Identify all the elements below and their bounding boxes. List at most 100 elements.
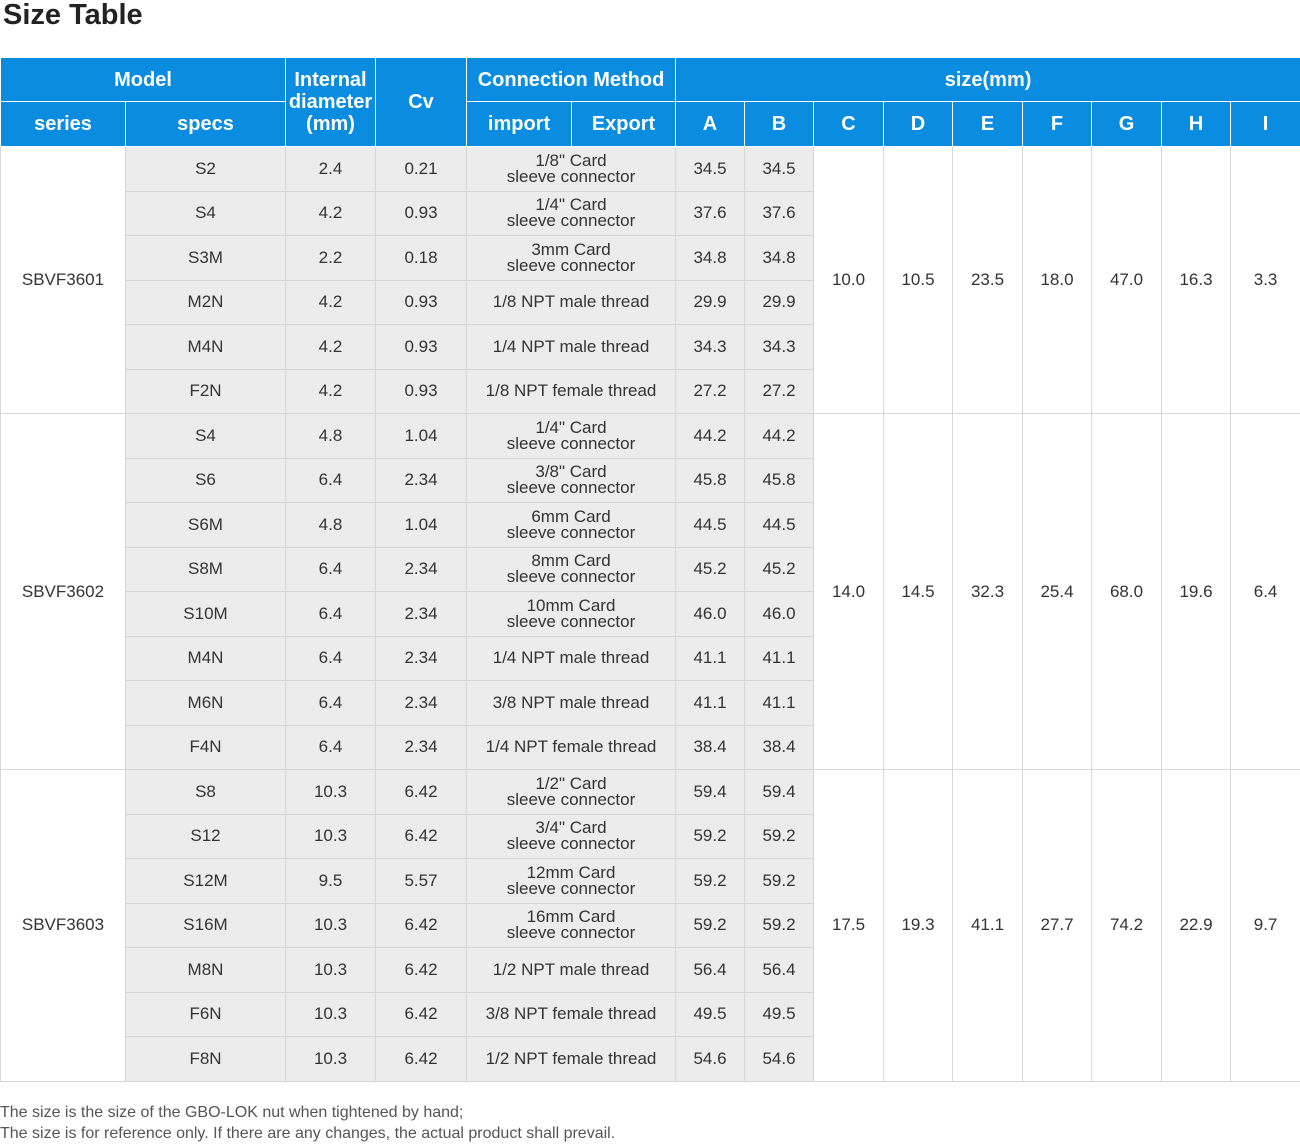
connection-cell: 10mm Card sleeve connector: [465, 591, 677, 637]
spec-cell: F6N: [125, 991, 286, 1037]
connection-line: sleeve connector: [506, 433, 636, 453]
header-dim-d: D: [883, 101, 954, 147]
spec-cell: S3M: [125, 235, 286, 281]
dim-a-cell: 34.8: [675, 235, 746, 281]
cv-cell: 2.34: [375, 680, 467, 726]
diameter-cell: 4.2: [285, 368, 376, 414]
dim-g-cell: 68.0: [1091, 413, 1163, 770]
dim-b-cell: 49.5: [744, 991, 815, 1037]
header-internal-diameter: Internal diameter (mm): [285, 57, 376, 147]
dim-a-cell: 59.2: [675, 813, 746, 859]
cv-cell: 2.34: [375, 635, 467, 681]
cv-cell: 1.04: [375, 502, 467, 548]
spec-cell: F8N: [125, 1036, 286, 1082]
dim-a-cell: 27.2: [675, 368, 746, 414]
connection-line: 3mm Card: [531, 239, 611, 259]
cv-cell: 2.34: [375, 724, 467, 770]
table-row: S12 10.3 6.42 3/4" Card sleeve connector 59.2…: [1, 813, 1300, 859]
diameter-cell: 6.4: [285, 635, 376, 681]
dim-a-cell: 59.4: [675, 769, 746, 815]
connection-line: 12mm Card: [526, 862, 616, 882]
spec-cell: F2N: [125, 368, 286, 414]
series-cell: SBVF3602: [0, 413, 126, 770]
table-row: SBVF3603 S8 10.3 6.42 1/2" Card sleeve connec…: [0, 769, 1300, 1082]
connection-line: 1/2 NPT male thread: [492, 959, 650, 979]
connection-line: sleeve connector: [506, 923, 636, 943]
spec-cell: M8N: [125, 947, 286, 993]
dim-a-cell: 41.1: [675, 680, 746, 726]
header-dim-h: H: [1161, 101, 1232, 147]
dim-c-cell: 17.5: [813, 769, 885, 1082]
spec-cell: M4N: [125, 635, 286, 681]
header-export: Export: [570, 101, 677, 147]
table-row: S8M 6.4 2.34 8mm Card sleeve connector 45.2 45…: [1, 546, 1300, 592]
table-row: F4N 6.4 2.34 1/4 NPT female thread 38.4 38.4: [1, 724, 1300, 770]
dim-d-cell: 14.5: [883, 413, 954, 770]
table-row: S16M 10.3 6.42 16mm Card sleeve connector 59.…: [1, 902, 1300, 948]
cv-cell: 6.42: [375, 769, 467, 815]
connection-line: sleeve connector: [506, 834, 636, 854]
dim-b-cell: 45.2: [744, 546, 815, 592]
connection-line: sleeve connector: [506, 878, 636, 898]
header-dim-i: I: [1230, 101, 1300, 147]
connection-cell: 1/4" Card sleeve connector: [465, 190, 677, 236]
connection-line: sleeve connector: [506, 522, 636, 542]
spec-cell: S4: [125, 190, 286, 236]
diameter-cell: 6.4: [285, 680, 376, 726]
dim-b-cell: 34.3: [744, 324, 815, 370]
cv-cell: 6.42: [375, 991, 467, 1037]
header-dim-g: G: [1091, 101, 1163, 147]
footnotes: The size is the size of the GBO-LOK nut …: [0, 1102, 615, 1144]
connection-line: 1/8 NPT female thread: [485, 381, 657, 401]
header-dim-f: F: [1022, 101, 1093, 147]
spec-cell: M6N: [125, 680, 286, 726]
diameter-cell: 9.5: [285, 858, 376, 904]
connection-line: 1/4 NPT female thread: [485, 737, 657, 757]
connection-line: sleeve connector: [506, 211, 636, 231]
dim-b-cell: 37.6: [744, 190, 815, 236]
dim-f-cell: 25.4: [1022, 413, 1093, 770]
table-row: F2N 4.2 0.93 1/8 NPT female thread 27.2 27.2: [1, 368, 1300, 414]
diameter-cell: 6.4: [285, 724, 376, 770]
spec-cell: S4: [125, 413, 286, 459]
dim-f-cell: 27.7: [1022, 769, 1093, 1082]
dim-a-cell: 54.6: [675, 1036, 746, 1082]
cv-cell: 5.57: [375, 858, 467, 904]
table-header: Model Internal diameter (mm) Cv Connecti…: [0, 57, 1300, 147]
dim-b-cell: 29.9: [744, 279, 815, 325]
connection-cell: 12mm Card sleeve connector: [465, 858, 677, 904]
cv-cell: 0.18: [375, 235, 467, 281]
dim-a-cell: 34.5: [675, 146, 746, 192]
connection-line: 1/8" Card: [535, 150, 607, 170]
dim-b-cell: 59.2: [744, 902, 815, 948]
spec-cell: M4N: [125, 324, 286, 370]
connection-cell: 6mm Card sleeve connector: [465, 502, 677, 548]
spec-cell: S2: [125, 146, 286, 192]
dim-b-cell: 34.8: [744, 235, 815, 281]
dim-a-cell: 29.9: [675, 279, 746, 325]
connection-cell: 1/8 NPT male thread: [465, 279, 677, 325]
diameter-cell: 6.4: [285, 546, 376, 592]
header-model: Model: [0, 57, 286, 102]
diameter-cell: 2.2: [285, 235, 376, 281]
dim-b-cell: 45.8: [744, 457, 815, 503]
connection-line: 3/8" Card: [535, 462, 607, 482]
spec-cell: S12M: [125, 858, 286, 904]
dim-b-cell: 44.5: [744, 502, 815, 548]
dim-a-cell: 49.5: [675, 991, 746, 1037]
dim-c-cell: 14.0: [813, 413, 885, 770]
table-row: S3M 2.2 0.18 3mm Card sleeve connector 34.8 34…: [1, 235, 1300, 281]
table-row: S6 6.4 2.34 3/8" Card sleeve connector 45.8 45…: [1, 457, 1300, 503]
dim-h-cell: 19.6: [1161, 413, 1232, 770]
cv-cell: 6.42: [375, 1036, 467, 1082]
dim-b-cell: 38.4: [744, 724, 815, 770]
connection-line: 10mm Card: [526, 595, 616, 615]
connection-cell: 1/8 NPT female thread: [465, 368, 677, 414]
dim-i-cell: 6.4: [1230, 413, 1300, 770]
connection-cell: 3/8" Card sleeve connector: [465, 457, 677, 503]
connection-cell: 1/4" Card sleeve connector: [465, 413, 677, 459]
connection-line: sleeve connector: [506, 789, 636, 809]
dim-a-cell: 34.3: [675, 324, 746, 370]
connection-cell: 1/8" Card sleeve connector: [465, 146, 677, 192]
table-row: S12M 9.5 5.57 12mm Card sleeve connector 59.2…: [1, 858, 1300, 904]
